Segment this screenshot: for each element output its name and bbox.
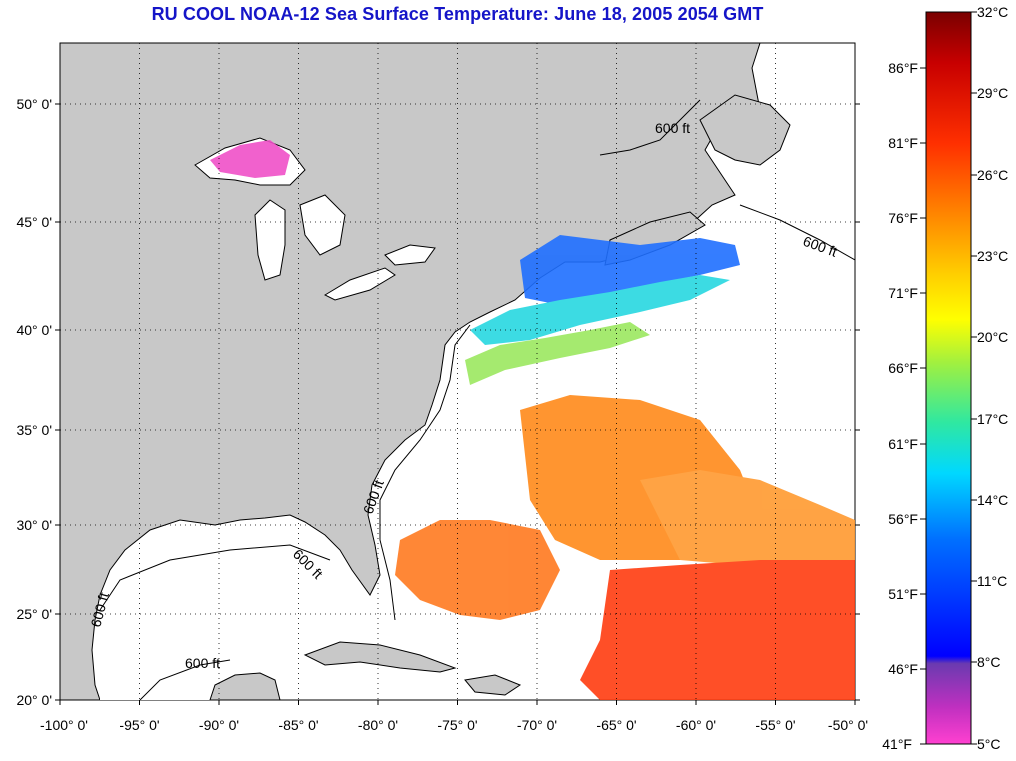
sst-lake-superior-cold (210, 140, 290, 178)
lake-michigan (254, 199, 286, 281)
celsius-label: 29°C (977, 85, 1008, 101)
sst-green-band (465, 322, 650, 385)
contour-label-yucatan: 600 ft (185, 655, 220, 671)
lon-label: -80° 0' (358, 717, 398, 733)
lon-label: -95° 0' (119, 717, 159, 733)
fahrenheit-label: 71°F (888, 285, 918, 301)
contour-label-north: 600 ft (655, 120, 690, 136)
lon-label: -90° 0' (199, 717, 239, 733)
land-north-america (60, 43, 761, 700)
lake-erie (323, 267, 396, 301)
map-title: RU COOL NOAA-12 Sea Surface Temperature:… (151, 4, 764, 24)
lon-label: -65° 0' (596, 717, 636, 733)
celsius-label: 23°C (977, 248, 1008, 264)
shelf-contour (379, 324, 471, 621)
land-cuba (303, 641, 457, 673)
fahrenheit-label: 86°F (888, 60, 918, 76)
fahrenheit-label: 56°F (888, 511, 918, 527)
lon-label: -100° 0' (40, 717, 88, 733)
sst-overlay (210, 140, 855, 700)
colorbar-fahrenheit-labels: 86°F 81°F 76°F 71°F 66°F 61°F 56°F 51°F … (882, 60, 918, 752)
lat-label: 50° 0' (16, 96, 52, 112)
land-yucatan (209, 672, 281, 700)
shelf-contour-east (739, 204, 855, 261)
lat-label: 35° 0' (16, 422, 52, 438)
sst-cyan-band (470, 275, 730, 345)
axis-ticks (55, 103, 860, 705)
land-hispaniola (464, 674, 522, 696)
fahrenheit-label: 51°F (888, 586, 918, 602)
sst-red-south (580, 560, 855, 700)
lat-label: 45° 0' (16, 214, 52, 230)
lon-label: -60° 0' (676, 717, 716, 733)
lake-huron (299, 194, 346, 256)
shelf-contour-north (599, 99, 701, 156)
lon-label: -55° 0' (755, 717, 795, 733)
fahrenheit-label: 41°F (882, 736, 912, 752)
latitude-labels: 50° 0' 45° 0' 40° 0' 35° 0' 30° 0' 25° 0… (16, 96, 52, 708)
fahrenheit-label: 61°F (888, 436, 918, 452)
celsius-label: 8°C (977, 654, 1001, 670)
sst-cold-band (520, 235, 740, 305)
land-newfoundland (699, 94, 791, 166)
lat-label: 20° 0' (16, 692, 52, 708)
fahrenheit-label: 66°F (888, 360, 918, 376)
lat-label: 30° 0' (16, 517, 52, 533)
shelf-contour-gulf (99, 544, 331, 611)
sst-orange-west (395, 520, 560, 620)
lon-label: -75° 0' (437, 717, 477, 733)
lon-label: -70° 0' (517, 717, 557, 733)
lat-label: 25° 0' (16, 606, 52, 622)
lon-label: -50° 0' (828, 717, 868, 733)
shelf-contour-gulf-south (139, 659, 231, 700)
colorbar (925, 11, 972, 745)
longitude-labels: -100° 0' -95° 0' -90° 0' -85° 0' -80° 0'… (40, 717, 868, 733)
fahrenheit-label: 46°F (888, 661, 918, 677)
fahrenheit-label: 76°F (888, 210, 918, 226)
lake-ontario (384, 244, 436, 266)
celsius-label: 14°C (977, 492, 1008, 508)
celsius-label: 11°C (977, 573, 1007, 589)
fahrenheit-label: 81°F (888, 135, 918, 151)
colorbar-celsius-labels: 32°C 29°C 26°C 23°C 20°C 17°C 14°C 11°C … (977, 4, 1008, 752)
lon-label: -85° 0' (278, 717, 318, 733)
celsius-label: 5°C (977, 736, 1001, 752)
lat-label: 40° 0' (16, 322, 52, 338)
celsius-label: 17°C (977, 411, 1008, 427)
colorbar-ticks (920, 11, 977, 745)
celsius-label: 20°C (977, 329, 1008, 345)
sst-orange-east (640, 470, 855, 565)
celsius-label: 32°C (977, 4, 1008, 20)
celsius-label: 26°C (977, 167, 1008, 183)
